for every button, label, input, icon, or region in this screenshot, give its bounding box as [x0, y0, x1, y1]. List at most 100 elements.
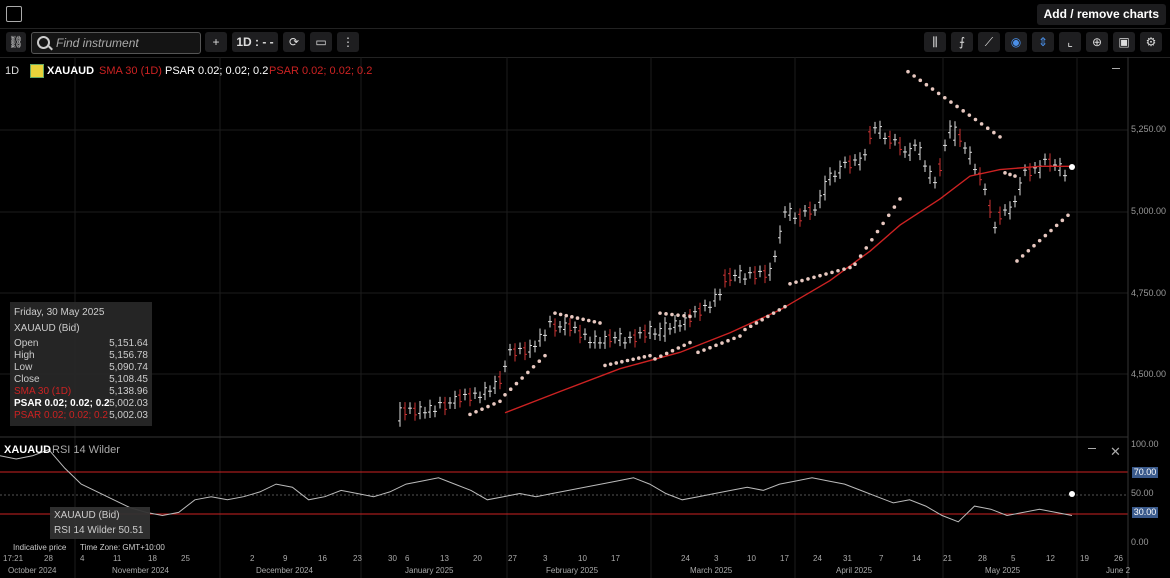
- psar-dot: [670, 312, 674, 317]
- link-icon[interactable]: ⛓: [6, 32, 26, 52]
- x-day-tick: 11: [113, 554, 122, 563]
- psar-legend-2[interactable]: PSAR 0.02; 0.02; 0.2: [269, 65, 373, 77]
- psar-dot: [598, 321, 602, 325]
- psar-dot: [688, 340, 692, 345]
- psar-dot: [924, 82, 929, 87]
- psar-dot: [858, 254, 863, 258]
- psar-dot: [608, 362, 613, 366]
- last-price-point: [1069, 164, 1075, 170]
- x-day-tick: 5: [1011, 554, 1016, 563]
- instrument-search[interactable]: [31, 32, 201, 54]
- psar-dot: [824, 272, 828, 276]
- psar-dot: [682, 313, 686, 318]
- psar-dot: [503, 392, 507, 397]
- psar-dots: [468, 69, 1070, 417]
- psar-dot: [570, 315, 574, 319]
- psar-dot: [881, 221, 885, 226]
- chart-type-icon[interactable]: ▭: [310, 32, 332, 52]
- sma-legend[interactable]: SMA 30 (1D): [99, 65, 162, 77]
- psar-dot: [676, 346, 681, 350]
- x-month-tick: March 2025: [690, 566, 733, 575]
- grid-lines: [0, 57, 1128, 578]
- psar-dot: [848, 265, 852, 270]
- zoom-icon[interactable]: ⊕: [1086, 32, 1108, 52]
- x-day-tick: 17: [780, 554, 789, 563]
- psar-dot: [1032, 243, 1036, 248]
- draw-line-icon[interactable]: ⟋: [978, 32, 1000, 52]
- psar-legend[interactable]: PSAR 0.02; 0.02; 0.2: [165, 65, 269, 77]
- rsi-tick-100: 100.00: [1131, 439, 1159, 449]
- psar-dot: [748, 324, 753, 329]
- rsi-tip-value: RSI 14 Wilder 50.51: [54, 525, 144, 536]
- x-month-tick: June 2: [1106, 566, 1131, 575]
- info-date: Friday, 30 May 2025: [14, 307, 105, 318]
- rsi-badge-30: 30.00: [1132, 507, 1158, 518]
- psar-dot: [892, 205, 897, 209]
- psar-dot: [836, 268, 840, 273]
- detach-window-icon[interactable]: [6, 6, 22, 22]
- x-month-tick: April 2025: [836, 566, 873, 575]
- x-day-tick: 31: [843, 554, 852, 563]
- psar-dot: [760, 317, 764, 322]
- sma-line: [504, 165, 1072, 414]
- x-day-tick: 28: [44, 554, 53, 563]
- info-row-low: Low 5,090.74: [14, 362, 148, 373]
- psar-dot: [696, 350, 700, 355]
- x-month-tick: May 2025: [985, 566, 1021, 575]
- psar-dot: [906, 69, 910, 74]
- refresh-icon[interactable]: ⟳: [283, 32, 305, 52]
- rsi-minimize-icon[interactable]: [1088, 448, 1096, 449]
- psar-dot: [543, 353, 547, 358]
- psar-dot: [783, 304, 787, 309]
- psar-dot: [648, 353, 652, 358]
- psar-dot: [520, 376, 524, 380]
- psar-dot: [830, 270, 834, 275]
- psar-dot: [670, 348, 675, 353]
- x-day-tick: 24: [681, 554, 690, 563]
- psar-dot: [870, 237, 874, 242]
- rsi-tooltip: XAUAUD (Bid) RSI 14 Wilder 50.51: [50, 507, 150, 539]
- eye-icon[interactable]: ◉: [1005, 32, 1027, 52]
- psar-dot: [818, 273, 822, 278]
- x-day-tick: 19: [1080, 554, 1089, 563]
- rsi-close-icon[interactable]: ✕: [1110, 444, 1121, 459]
- interval-button[interactable]: 1D : - -: [232, 32, 278, 52]
- psar-dot: [875, 229, 880, 234]
- psar-dot: [794, 280, 798, 284]
- add-remove-charts-button[interactable]: Add / remove charts: [1036, 4, 1166, 25]
- ohlc-info-box: Friday, 30 May 2025 XAUAUD (Bid) Open 5,1…: [10, 302, 152, 426]
- symbol-label[interactable]: XAUAUD: [47, 65, 95, 77]
- indicator-icon[interactable]: ⨍: [951, 32, 973, 52]
- bars-icon[interactable]: ⫼: [924, 32, 946, 52]
- gear-icon[interactable]: ⚙: [1140, 32, 1162, 52]
- minimize-icon[interactable]: [1112, 68, 1120, 69]
- psar-dot: [973, 117, 978, 122]
- more-options-icon[interactable]: ⋮: [337, 32, 359, 52]
- psar-dot: [1043, 233, 1048, 238]
- rsi-title[interactable]: RSI 14 Wilder: [52, 444, 120, 456]
- x-day-tick: 3: [714, 554, 719, 563]
- add-indicator-button[interactable]: +: [205, 32, 227, 52]
- x-day-tick: 10: [747, 554, 756, 563]
- x-day-tick: 14: [912, 554, 921, 563]
- psar-dot: [1015, 259, 1019, 263]
- price-chart[interactable]: [0, 57, 1170, 578]
- psar-dot: [800, 278, 804, 283]
- psar-dot: [636, 356, 641, 360]
- psar-dot: [508, 387, 513, 391]
- x-day-tick: 30: [388, 554, 397, 563]
- info-row-close: Close 5,108.45: [14, 374, 148, 385]
- psar-dot: [658, 311, 662, 315]
- x-day-tick: 23: [353, 554, 362, 563]
- axis-icon[interactable]: ⌞: [1059, 32, 1081, 52]
- psar-dot: [526, 370, 530, 375]
- x-month-tick: October 2024: [8, 566, 57, 575]
- psar-dot: [1066, 213, 1070, 218]
- crosshair-icon[interactable]: ⇕: [1032, 32, 1054, 52]
- psar-dot: [777, 308, 782, 312]
- search-input[interactable]: [54, 35, 198, 51]
- search-icon: [37, 36, 50, 49]
- camera-icon[interactable]: ▣: [1113, 32, 1135, 52]
- psar-dot: [702, 348, 706, 352]
- x-month-tick: February 2025: [546, 566, 599, 575]
